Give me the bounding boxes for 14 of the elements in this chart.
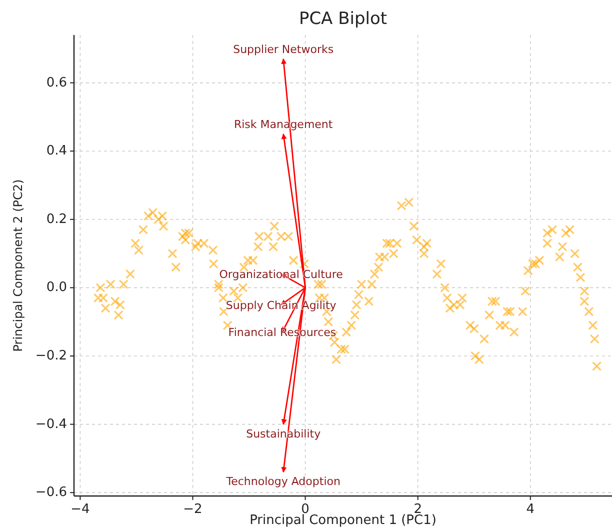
y-axis-title: Principal Component 2 (PC2) (11, 179, 25, 352)
y-tick-label: 0.2 (46, 212, 67, 227)
x-tick-label: 4 (526, 502, 535, 517)
y-tick-label: −0.6 (35, 485, 67, 500)
y-tick-label: 0.0 (46, 280, 67, 296)
series-label: Technology Adoption (225, 475, 340, 488)
x-tick-label: −2 (183, 502, 202, 517)
y-tick-label: 0.4 (46, 144, 67, 159)
x-tick-label: −4 (70, 502, 90, 517)
series-label: Supplier Networks (233, 42, 334, 56)
chart-title: PCA Biplot (298, 9, 388, 29)
y-tick-label: 0.6 (46, 75, 67, 90)
y-tick-label: −0.4 (35, 416, 67, 432)
y-tick-label: −0.2 (35, 348, 67, 364)
